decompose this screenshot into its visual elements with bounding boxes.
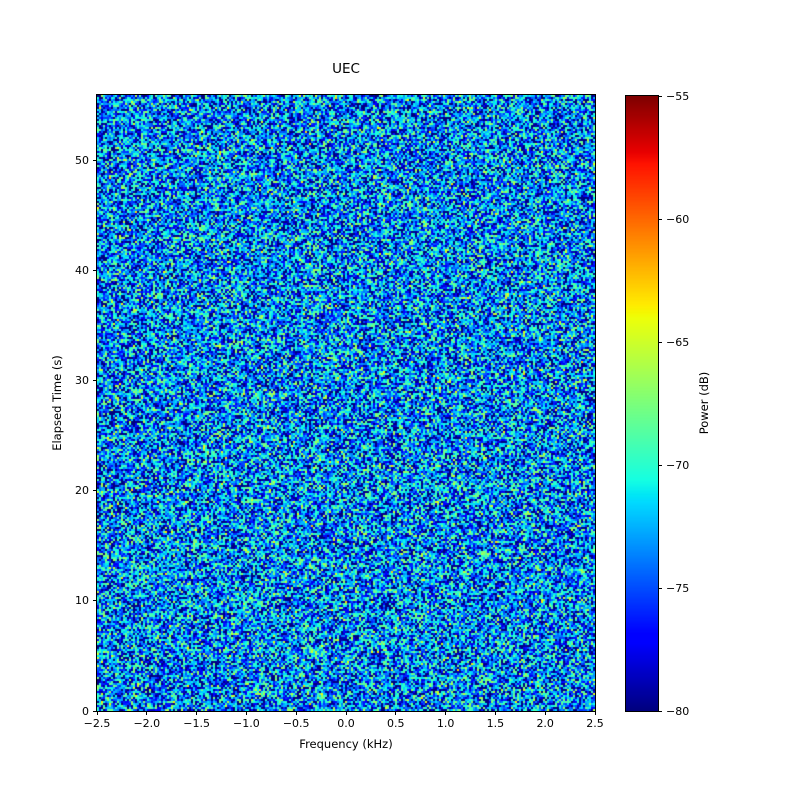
x-tick-mark xyxy=(345,711,347,715)
y-tick-label: 10 xyxy=(75,594,89,608)
y-tick-mark xyxy=(93,159,97,161)
x-tick-label: 1.0 xyxy=(436,717,455,730)
colorbar-tick-mark xyxy=(658,710,662,712)
x-tick-label: 2.0 xyxy=(536,717,554,730)
x-tick-mark xyxy=(445,711,447,715)
x-tick-label: 2.5 xyxy=(586,717,604,730)
x-tick-mark xyxy=(96,711,98,715)
colorbar-label: Power (dB) xyxy=(697,371,711,435)
colorbar-tick-mark xyxy=(658,218,662,220)
x-tick-label: 1.5 xyxy=(486,717,505,730)
y-axis-label: Elapsed Time (s) xyxy=(50,355,64,451)
y-tick-label: 40 xyxy=(75,263,89,277)
colorbar-tick-mark xyxy=(658,464,662,466)
colorbar-tick-label: −80 xyxy=(666,704,690,718)
x-tick-label: −2.5 xyxy=(83,717,111,730)
colorbar-tick-label: −60 xyxy=(666,212,690,226)
colorbar-tick-label: −65 xyxy=(666,335,690,349)
x-tick-mark xyxy=(146,711,148,715)
y-tick-mark xyxy=(93,490,97,492)
x-tick-mark xyxy=(594,711,596,715)
y-tick-label: 50 xyxy=(75,153,89,167)
y-tick-label: 0 xyxy=(82,704,89,718)
colorbar-tick-mark xyxy=(658,95,662,97)
x-tick-mark xyxy=(245,711,247,715)
x-tick-mark xyxy=(295,711,297,715)
chart-title: UEC xyxy=(332,61,360,77)
x-tick-label: 0.0 xyxy=(337,717,355,730)
x-tick-label: −1.5 xyxy=(183,717,210,730)
colorbar-tick-label: −70 xyxy=(666,458,690,472)
x-tick-mark xyxy=(196,711,198,715)
colorbar-gradient xyxy=(626,96,658,711)
y-tick-mark xyxy=(93,379,97,381)
x-tick-label: −1.0 xyxy=(233,717,260,730)
y-tick-label: 30 xyxy=(75,373,89,387)
colorbar-tick-label: −55 xyxy=(666,89,690,103)
y-tick-label: 20 xyxy=(75,484,89,498)
x-tick-mark xyxy=(544,711,546,715)
x-tick-mark xyxy=(494,711,496,715)
x-tick-mark xyxy=(395,711,397,715)
spectrogram-heatmap xyxy=(97,95,595,711)
y-tick-mark xyxy=(93,600,97,602)
x-axis-label: Frequency (kHz) xyxy=(299,737,393,751)
x-tick-label: −0.5 xyxy=(282,717,310,730)
y-tick-mark xyxy=(93,710,97,712)
colorbar-tick-mark xyxy=(658,587,662,589)
colorbar-tick-mark xyxy=(658,341,662,343)
x-tick-label: −2.0 xyxy=(133,717,161,730)
colorbar-tick-label: −75 xyxy=(666,581,690,595)
y-tick-mark xyxy=(93,269,97,271)
x-tick-label: 0.5 xyxy=(387,717,405,730)
